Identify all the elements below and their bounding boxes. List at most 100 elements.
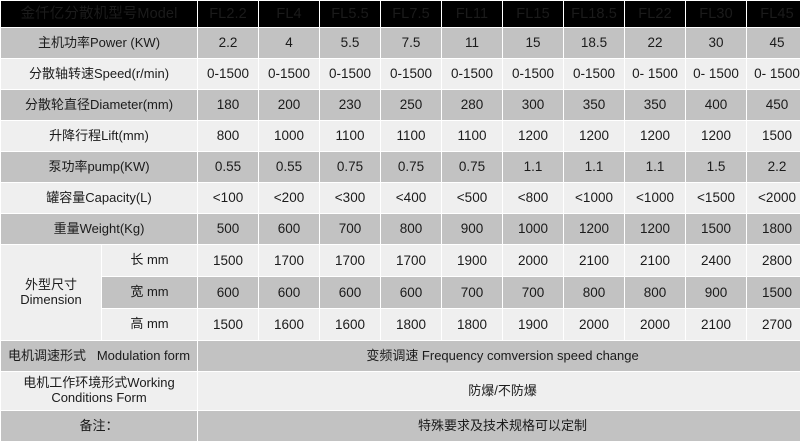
cell-value: 350 bbox=[625, 90, 686, 120]
row-label: 分散轮直径Diameter(mm) bbox=[1, 90, 198, 120]
cell-value: 500 bbox=[198, 214, 259, 244]
cell-value: 1.1 bbox=[564, 152, 625, 182]
cell-value: 2100 bbox=[625, 245, 686, 276]
cell-value: 0.55 bbox=[198, 152, 259, 182]
header-model-FL18.5: FL18.5 bbox=[564, 1, 625, 27]
cell-value: 30 bbox=[686, 28, 747, 58]
footer-row-label: 电机工作环境形式Working Conditions Form bbox=[1, 372, 198, 410]
cell-value: 1800 bbox=[381, 309, 442, 340]
cell-value: <100 bbox=[198, 183, 259, 213]
row-label: 重量Weight(Kg) bbox=[1, 214, 198, 244]
cell-value: 7.5 bbox=[381, 28, 442, 58]
footer-row: 电机调速形式 Modulation form 变频调速 Frequency com… bbox=[1, 341, 800, 371]
cell-value: 1800 bbox=[442, 309, 503, 340]
cell-value: 700 bbox=[320, 214, 381, 244]
cell-value: <1000 bbox=[625, 183, 686, 213]
table-row: 罐容量Capacity(L) <100 <200 <300 <400 <500 <800 <1… bbox=[1, 183, 800, 213]
cell-value: 800 bbox=[625, 277, 686, 308]
cell-value: 0.75 bbox=[381, 152, 442, 182]
cell-value: 0-1500 bbox=[320, 59, 381, 89]
dimension-row: 外型尺寸 Dimension 长 mm 1500 1700 1700 1700 1900 200… bbox=[1, 245, 800, 340]
header-model-FL15: FL15 bbox=[503, 1, 564, 27]
header-model-FL30: FL30 bbox=[686, 1, 747, 27]
footer-row-label: 电机调速形式 Modulation form bbox=[1, 341, 198, 371]
cell-value: 0-1500 bbox=[564, 59, 625, 89]
cell-value: 2.2 bbox=[198, 28, 259, 58]
cell-value: <2000 bbox=[747, 183, 800, 213]
table-row: 重量Weight(Kg) 500 600 700 800 900 1000 1200 1200 1… bbox=[1, 214, 800, 244]
cell-value: 1200 bbox=[564, 214, 625, 244]
cell-value: 0-1500 bbox=[503, 59, 564, 89]
cell-value: 0-1500 bbox=[198, 59, 259, 89]
cell-value: 2100 bbox=[564, 245, 625, 276]
cell-value: 2000 bbox=[564, 309, 625, 340]
cell-value: 600 bbox=[198, 277, 259, 308]
footer-row: 备注： 特殊要求及技术规格可以定制 bbox=[1, 411, 800, 441]
footer-label-en: Conditions Form bbox=[51, 390, 147, 405]
cell-value: 1700 bbox=[259, 245, 320, 276]
cell-value: 45 bbox=[747, 28, 800, 58]
footer-label-cn: 电机工作环境形式Working bbox=[23, 375, 175, 391]
header-model-FL2.2: FL2.2 bbox=[198, 1, 259, 27]
cell-value: 0- 1500 bbox=[625, 59, 686, 89]
cell-value: 0-1500 bbox=[381, 59, 442, 89]
cell-value: 5.5 bbox=[320, 28, 381, 58]
dimension-sub-label: 宽 mm bbox=[102, 277, 198, 308]
cell-value: 600 bbox=[259, 277, 320, 308]
cell-value: 400 bbox=[686, 90, 747, 120]
cell-value: 1200 bbox=[625, 214, 686, 244]
table-row: 分散轮直径Diameter(mm) 180 200 230 250 280 300 350 35… bbox=[1, 90, 800, 120]
dimension-label-cn: 外型尺寸 bbox=[24, 276, 77, 292]
cell-value: <1000 bbox=[564, 183, 625, 213]
cell-value: <500 bbox=[442, 183, 503, 213]
cell-value: 600 bbox=[259, 214, 320, 244]
cell-value: 600 bbox=[320, 277, 381, 308]
cell-value: 1200 bbox=[564, 121, 625, 151]
cell-value: 900 bbox=[442, 214, 503, 244]
table-header-row: 金仟亿分散机型号Model FL2.2 FL4 FL5.5 FL7.5 FL11 FL15 F… bbox=[1, 1, 800, 27]
cell-value: 18.5 bbox=[564, 28, 625, 58]
cell-value: 900 bbox=[686, 277, 747, 308]
cell-value: 11 bbox=[442, 28, 503, 58]
footer-row-value: 变频调速 Frequency comversion speed change bbox=[198, 341, 800, 371]
header-model-FL22: FL22 bbox=[625, 1, 686, 27]
header-model-label: 金仟亿分散机型号Model bbox=[1, 1, 198, 27]
footer-row-value: 特殊要求及技术规格可以定制 bbox=[198, 411, 800, 441]
cell-value: 1200 bbox=[625, 121, 686, 151]
header-model-FL45: FL45 bbox=[747, 1, 800, 27]
cell-value: 600 bbox=[381, 277, 442, 308]
footer-label-en: Modulation form bbox=[96, 347, 191, 363]
cell-value: 1.5 bbox=[686, 152, 747, 182]
footer-row-label: 备注： bbox=[1, 411, 198, 441]
cell-value: 1200 bbox=[503, 121, 564, 151]
dimension-label: 外型尺寸 Dimension bbox=[1, 245, 101, 340]
cell-value: 200 bbox=[259, 90, 320, 120]
cell-value: 800 bbox=[564, 277, 625, 308]
header-model-FL11: FL11 bbox=[442, 1, 503, 27]
cell-value: 1600 bbox=[259, 309, 320, 340]
footer-label-cn: 备注： bbox=[79, 417, 119, 433]
cell-value: <300 bbox=[320, 183, 381, 213]
cell-value: 1500 bbox=[747, 121, 800, 151]
cell-value: 700 bbox=[442, 277, 503, 308]
cell-value: 0.75 bbox=[442, 152, 503, 182]
dimension-sub-label: 高 mm bbox=[102, 309, 198, 340]
row-label: 分散轴转速Speed(r/min) bbox=[1, 59, 198, 89]
footer-row-value: 防爆/不防爆 bbox=[198, 372, 800, 410]
cell-value: 1500 bbox=[198, 309, 259, 340]
cell-value: 0- 1500 bbox=[747, 59, 800, 89]
cell-value: <400 bbox=[381, 183, 442, 213]
cell-value: 300 bbox=[503, 90, 564, 120]
cell-value: 2000 bbox=[503, 245, 564, 276]
cell-value: 450 bbox=[747, 90, 800, 120]
header-model-FL5.5: FL5.5 bbox=[320, 1, 381, 27]
cell-value: 1600 bbox=[320, 309, 381, 340]
cell-value: 1900 bbox=[503, 309, 564, 340]
cell-value: 1000 bbox=[503, 214, 564, 244]
cell-value: 1500 bbox=[747, 277, 800, 308]
table-row: 分散轴转速Speed(r/min) 0-1500 0-1500 0-1500 0-150… bbox=[1, 59, 800, 89]
table-row: 主机功率Power (KW) 2.2 4 5.5 7.5 11 15 18.5 22 30 45 bbox=[1, 28, 800, 58]
cell-value: 0.55 bbox=[259, 152, 320, 182]
cell-value: 1500 bbox=[686, 214, 747, 244]
cell-value: 1.1 bbox=[625, 152, 686, 182]
